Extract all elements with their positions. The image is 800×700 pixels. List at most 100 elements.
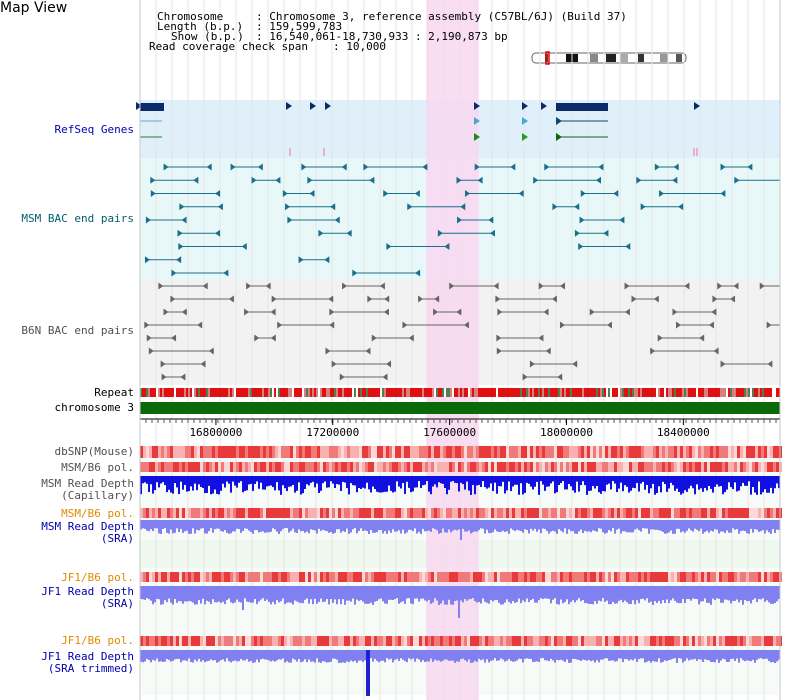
- repeat-segment: [648, 388, 650, 397]
- msm-depth-sra-bar: [272, 520, 274, 529]
- msm-depth-cap-bar: [422, 476, 424, 486]
- msm-pol2-cell: [149, 508, 152, 518]
- msm-depth-sra-bar: [268, 520, 270, 533]
- msm-depth-sra-bar: [540, 520, 542, 534]
- msm-bac-pair-end: [179, 203, 185, 211]
- jf1-depth-sra-bar-spike: [458, 586, 460, 618]
- jf1-pol-cell: [488, 572, 491, 582]
- msm-bac-pair-end: [241, 243, 247, 250]
- jf1-pol2-cell: [284, 636, 287, 646]
- jf1-pol2-cell: [710, 636, 713, 646]
- msm-pol2-cell: [527, 508, 530, 518]
- jf1-depth-sra-bar: [446, 586, 448, 605]
- msm-pol2-cell: [506, 508, 509, 518]
- jf1-depth-trim-bar: [610, 650, 612, 661]
- repeat-segment: [140, 388, 142, 397]
- repeat-segment: [394, 388, 396, 397]
- b6n-bac-pair-end: [197, 321, 203, 329]
- msm-pol-cell: [662, 462, 665, 472]
- repeat-segment: [528, 388, 530, 397]
- jf1-depth-sra-bar: [456, 586, 458, 601]
- dbsnp-cell: [374, 446, 377, 458]
- jf1-pol-cell: [653, 572, 656, 582]
- msm-pol2-cell: [380, 508, 383, 518]
- msm-depth-cap-bar: [532, 476, 534, 490]
- jf1-depth-trim-bar: [428, 650, 430, 662]
- msm-depth-sra-bar: [732, 520, 734, 529]
- track-label-msm-bac[interactable]: MSM BAC end pairs: [21, 212, 134, 225]
- msm-depth-sra-bar: [558, 520, 560, 530]
- jf1-pol2-cell: [587, 636, 590, 646]
- gene-arrow: [474, 117, 480, 125]
- jf1-pol-cell: [410, 572, 413, 582]
- msm-depth-sra-bar: [360, 520, 362, 529]
- b6n-bac-pair-end: [650, 347, 656, 355]
- jf1-depth-sra-bar: [558, 586, 560, 605]
- jf1-depth-sra-bar: [704, 586, 706, 599]
- msm-depth-sra-bar: [192, 520, 194, 529]
- jf1-depth-trim-bar: [266, 650, 268, 660]
- msm-depth-cap-bar: [318, 476, 320, 493]
- b6n-bac-pair-end: [493, 282, 499, 290]
- jf1-pol2-cell: [182, 636, 185, 646]
- jf1-pol-cell: [404, 572, 407, 582]
- msm-pol-cell: [590, 462, 593, 472]
- track-label-refseq[interactable]: RefSeq Genes: [54, 123, 134, 136]
- repeat-segment: [742, 388, 744, 397]
- repeat-segment: [692, 388, 694, 397]
- jf1-depth-sra-bar: [640, 586, 642, 600]
- jf1-pol-cell: [680, 572, 683, 582]
- jf1-depth-sra-bar: [150, 586, 152, 601]
- msm-pol-cell: [413, 462, 416, 472]
- msm-pol-cell: [770, 462, 773, 472]
- msm-depth-sra-bar: [502, 520, 504, 531]
- msm-depth-sra-bar: [598, 520, 600, 529]
- repeat-segment: [342, 388, 344, 397]
- jf1-depth-trim-bar: [260, 650, 262, 660]
- msm-depth-sra-bar: [424, 520, 426, 532]
- msm-pol-cell: [407, 462, 410, 472]
- msm-depth-cap-bar: [514, 476, 516, 485]
- jf1-pol-cell: [695, 572, 698, 582]
- msm-pol-cell: [740, 462, 743, 472]
- msm-depth-sra-bar: [680, 520, 682, 533]
- msm-depth-cap-bar: [180, 476, 182, 482]
- jf1-pol-cell: [356, 572, 359, 582]
- jf1-depth-spike: [366, 650, 370, 696]
- msm-depth-cap-bar: [530, 476, 532, 487]
- msm-pol2-cell: [362, 508, 365, 518]
- jf1-pol-cell: [173, 572, 176, 582]
- jf1-pol-cell: [722, 572, 725, 582]
- jf1-pol-cell: [563, 572, 566, 582]
- dbsnp-cell: [548, 446, 551, 458]
- jf1-depth-trim-bar: [142, 650, 144, 663]
- msm-depth-cap-bar: [496, 476, 498, 494]
- jf1-depth-trim-bar: [574, 650, 576, 659]
- repeat-segment: [398, 388, 400, 397]
- jf1-depth-sra-bar: [556, 586, 558, 605]
- repeat-segment: [726, 388, 728, 397]
- msm-depth-cap-bar: [418, 476, 420, 482]
- msm-pol-cell: [524, 462, 527, 472]
- jf1-pol-cell: [713, 572, 716, 582]
- msm-pol2-cell: [434, 508, 437, 518]
- jf1-pol2-cell: [641, 636, 644, 646]
- msm-depth-sra-bar: [322, 520, 324, 530]
- repeat-segment: [274, 388, 276, 397]
- track-label-b6n-bac[interactable]: B6N BAC end pairs: [21, 324, 134, 337]
- msm-depth-sra-bar: [224, 520, 226, 531]
- msm-pol2-cell: [374, 508, 377, 518]
- jf1-depth-trim-bar: [390, 650, 392, 659]
- msm-pol-cell: [293, 462, 296, 472]
- msm-depth-cap-bar: [644, 476, 646, 490]
- repeat-segment: [264, 388, 266, 397]
- jf1-depth-sra-bar: [264, 586, 266, 602]
- jf1-depth-sra-bar: [208, 586, 210, 602]
- jf1-depth-trim-bar: [536, 650, 538, 662]
- msm-depth-cap-bar: [356, 476, 358, 493]
- jf1-pol2-cell: [620, 636, 623, 646]
- msm-depth-cap-bar: [238, 476, 240, 483]
- jf1-pol2-cell: [467, 636, 470, 646]
- dbsnp-cell: [437, 446, 440, 458]
